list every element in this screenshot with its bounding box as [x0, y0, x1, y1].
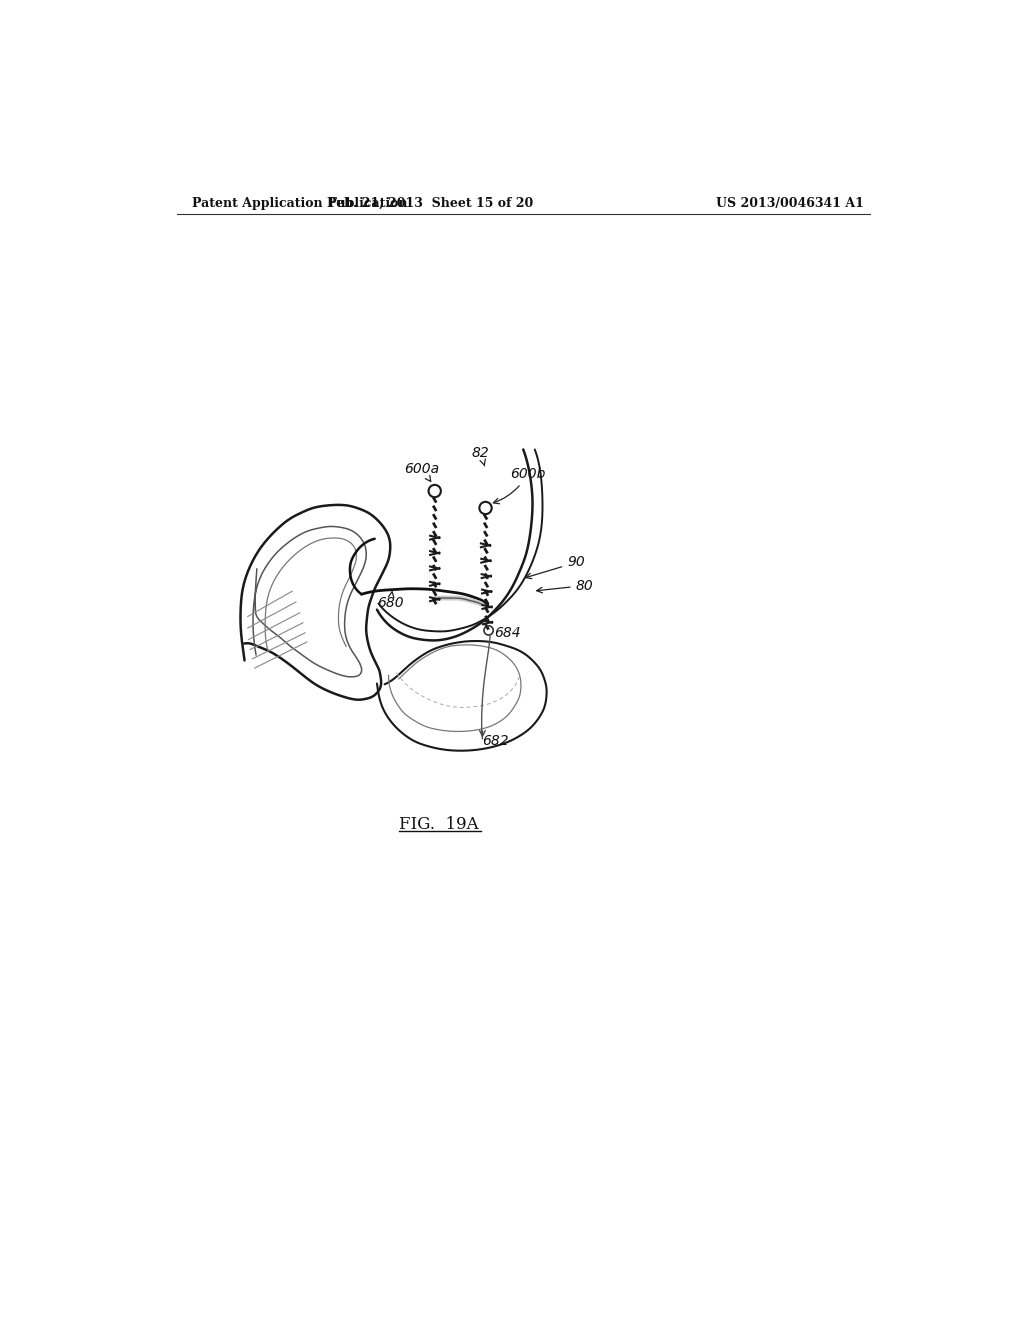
Text: 600a: 600a: [403, 462, 439, 482]
Text: US 2013/0046341 A1: US 2013/0046341 A1: [716, 197, 863, 210]
Text: 82: 82: [472, 446, 489, 466]
Text: Patent Application Publication: Patent Application Publication: [193, 197, 408, 210]
Text: 80: 80: [537, 578, 593, 593]
Text: Feb. 21, 2013  Sheet 15 of 20: Feb. 21, 2013 Sheet 15 of 20: [329, 197, 534, 210]
Text: FIG.  19A: FIG. 19A: [398, 816, 478, 833]
Text: 682: 682: [481, 734, 508, 748]
Text: 680: 680: [377, 591, 403, 610]
Text: 90: 90: [525, 556, 585, 578]
Text: 684: 684: [494, 627, 520, 640]
Text: 600b: 600b: [494, 467, 546, 504]
